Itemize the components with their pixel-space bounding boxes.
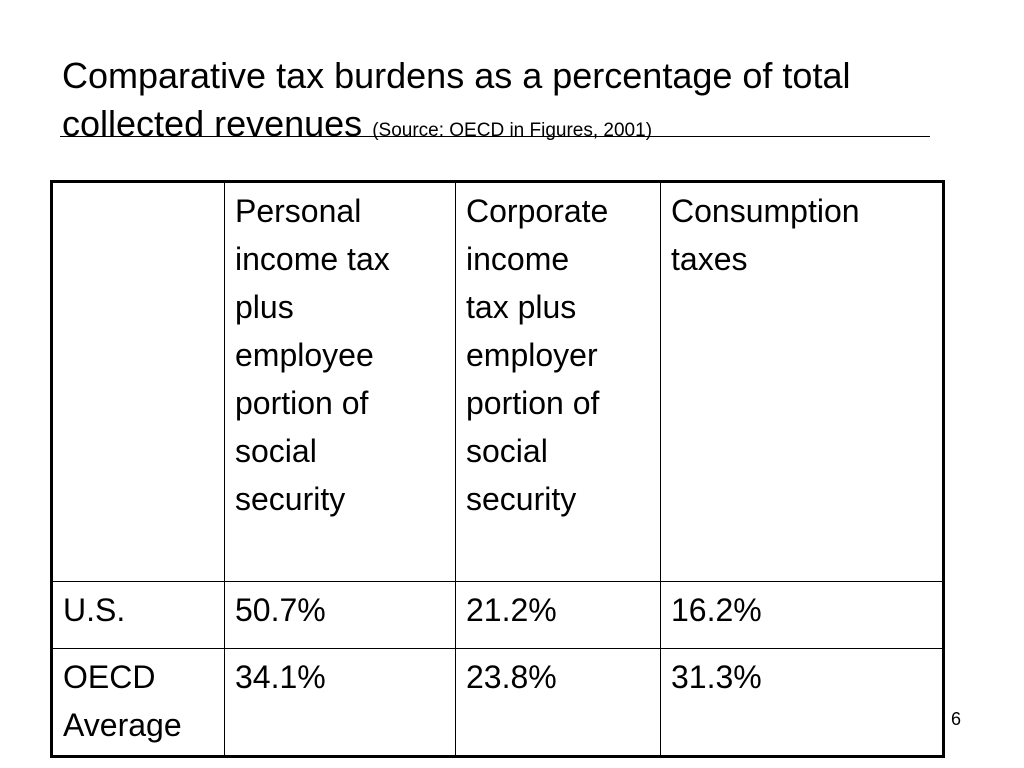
- page-number: 6: [951, 709, 962, 729]
- cell-oecd-corporate: 23.8%: [455, 648, 661, 757]
- tax-burden-table: Personal income tax plus employee portio…: [50, 180, 945, 758]
- cell-us-consumption: 16.2%: [660, 581, 944, 649]
- title-line-2-text: collected revenues: [62, 103, 363, 144]
- header-cell-consumption-taxes: Consumption taxes: [660, 181, 944, 582]
- title-line-2: collected revenues (Source: OECD in Figur…: [62, 100, 962, 155]
- title-line-1: Comparative tax burdens as a percentage …: [62, 55, 851, 96]
- table-header-row: Personal income tax plus employee portio…: [51, 181, 944, 582]
- source-citation: (Source: OECD in Figures, 2001): [372, 120, 653, 141]
- cell-oecd-consumption: 31.3%: [660, 648, 944, 757]
- table-row: OECD Average 34.1% 23.8% 31.3%: [51, 648, 944, 757]
- cell-us-personal: 50.7%: [224, 581, 456, 649]
- slide-title: Comparative tax burdens as a percentage …: [62, 52, 962, 155]
- header-cell-empty: [51, 181, 225, 582]
- cell-us-corporate: 21.2%: [455, 581, 661, 649]
- row-label-us: U.S.: [51, 581, 225, 649]
- title-underline: [60, 136, 930, 137]
- table-row: U.S. 50.7% 21.2% 16.2%: [51, 581, 944, 649]
- row-label-oecd-average: OECD Average: [51, 648, 225, 757]
- header-cell-corporate-income-tax: Corporate income tax plus employer porti…: [455, 181, 661, 582]
- header-cell-personal-income-tax: Personal income tax plus employee portio…: [224, 181, 456, 582]
- cell-oecd-personal: 34.1%: [224, 648, 456, 757]
